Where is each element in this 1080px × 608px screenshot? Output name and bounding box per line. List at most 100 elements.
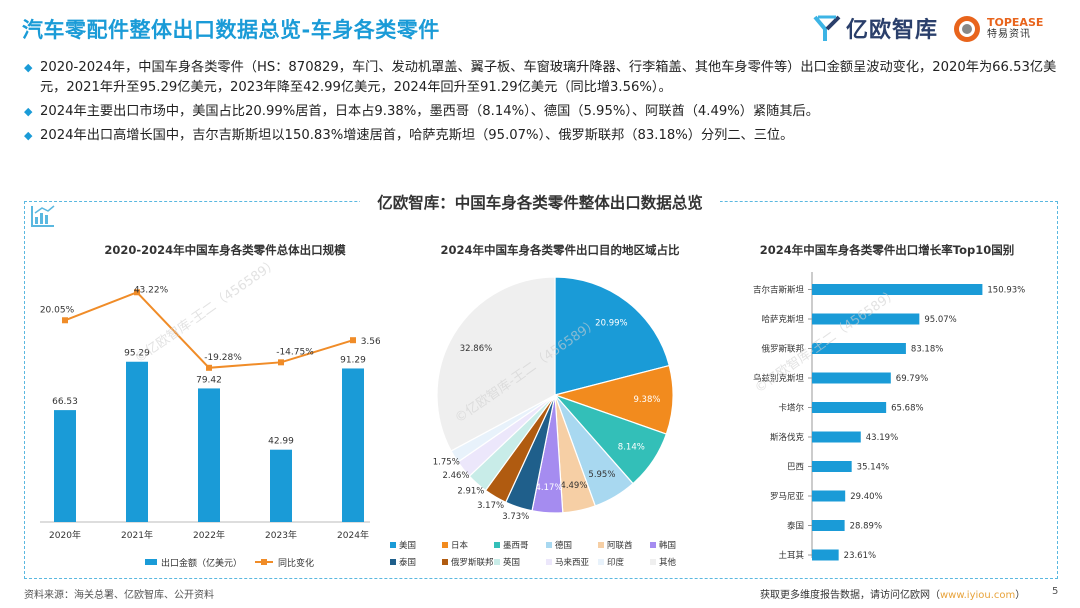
bar-growth-1 <box>812 284 983 295</box>
bar-export-5 <box>342 368 364 522</box>
bar-value-label: 95.07% <box>924 315 956 325</box>
y-tick-label: 土耳其 <box>778 550 804 561</box>
bullet-diamond-icon: ◆ <box>24 129 33 142</box>
bar-value-label: 79.42 <box>196 375 222 385</box>
bar-export-1 <box>54 410 76 522</box>
bar-growth-10 <box>812 549 839 561</box>
line-point <box>278 359 284 366</box>
bar-export-3 <box>198 388 220 522</box>
y-tick-label: 俄罗斯联邦 <box>761 344 804 355</box>
legend-swatch <box>650 542 656 548</box>
legend-swatch <box>494 542 500 548</box>
line-value-label: 3.56% <box>361 337 380 347</box>
x-tick-label: 2024年 <box>337 529 369 541</box>
line-value-label: 20.05% <box>40 305 75 315</box>
legend-swatch <box>598 559 604 565</box>
legend-swatch <box>650 559 656 565</box>
pie-value-label: 2.46% <box>442 471 469 481</box>
iyiou-link[interactable]: www.iyiou.com <box>940 590 1016 601</box>
legend-label: 德国 <box>555 540 572 551</box>
bar-value-label: 83.18% <box>911 345 943 355</box>
y-tick-label: 吉尔吉斯斯坦 <box>753 285 805 296</box>
x-tick-label: 2022年 <box>193 529 225 541</box>
summary-bullets: ◆ 2020-2024年，中国车身各类零件（HS：870829，车门、发动机罩盖、… <box>24 58 1064 150</box>
iyiou-logo: 亿欧智库 <box>812 12 938 44</box>
pie-value-label: 20.99% <box>595 318 627 328</box>
bar-growth-7 <box>812 461 852 472</box>
legend-label: 马来西亚 <box>555 558 590 568</box>
bullet-item: ◆ 2024年出口高增长国中，吉尔吉斯斯坦以150.83%增速居首，哈萨克斯坦（9… <box>24 126 1064 146</box>
legend-label: 韩国 <box>659 540 676 551</box>
bar-growth-2 <box>812 313 920 325</box>
iyiou-logo-icon <box>813 15 841 41</box>
x-tick-label: 2021年 <box>121 529 153 541</box>
legend-label: 墨西哥 <box>503 541 529 551</box>
panel-title: 亿欧智库：中国车身各类零件整体出口数据总览 <box>360 190 720 216</box>
chart3-title: 2024年中国车身各类零件出口增长率Top10国别 <box>759 243 1015 257</box>
growth-top10-chart: 吉尔吉斯斯坦 150.93% 哈萨克斯坦 95.07% 俄罗斯联邦 83.18% 乌兹别克斯… <box>753 272 1025 561</box>
topease-logo-en: TOPEASE <box>987 16 1044 29</box>
legend-swatch <box>546 542 552 548</box>
bar-export-2 <box>126 361 148 522</box>
bar-value-label: 23.61% <box>844 551 876 561</box>
destination-pie-chart: 20.99% 9.38% 8.14% 5.95%4.49%4.17% 3.73%3.17… <box>390 276 677 568</box>
line-value-label: 43.22% <box>134 285 169 295</box>
line-point <box>206 364 212 371</box>
bar-growth-4 <box>812 372 891 384</box>
chart2-title: 2024年中国车身各类零件出口目的地区域占比 <box>440 243 680 257</box>
bar-value-label: 43.19% <box>866 433 898 443</box>
line-point <box>350 337 356 344</box>
line-point <box>62 317 68 324</box>
pie-value-label: 4.49% <box>560 481 587 491</box>
bullet-diamond-icon: ◆ <box>24 61 33 74</box>
legend-swatch <box>494 559 500 565</box>
pie-value-label: 2.91% <box>457 487 484 497</box>
line-value-label: -19.28% <box>204 353 242 363</box>
pie-slice-1 <box>554 276 671 396</box>
bar-growth-5 <box>812 402 887 413</box>
bar-value-label: 95.29 <box>124 349 150 359</box>
y-tick-label: 卡塔尔 <box>778 403 804 414</box>
bar-value-label: 65.68% <box>891 404 923 414</box>
bar-value-label: 91.29 <box>340 355 366 365</box>
legend-swatch <box>546 559 552 565</box>
legend-label: 英国 <box>503 557 520 568</box>
legend-swatch <box>390 559 396 565</box>
y-tick-label: 乌兹别克斯坦 <box>753 373 805 384</box>
bar-value-label: 42.99 <box>268 437 294 447</box>
bar-value-label: 35.14% <box>857 463 889 473</box>
y-tick-label: 斯洛伐克 <box>770 432 805 443</box>
legend-label-line: 同比变化 <box>278 557 314 569</box>
legend-label: 俄罗斯联邦 <box>451 557 494 568</box>
legend-label: 泰国 <box>399 557 416 568</box>
topease-logo-cn: 特易资讯 <box>987 29 1031 40</box>
pie-value-label: 1.75% <box>433 457 460 467</box>
legend-swatch-bar <box>145 559 157 565</box>
line-value-label: -14.75% <box>276 347 314 357</box>
bar-value-label: 66.53 <box>52 397 78 407</box>
page-number: 5 <box>1052 586 1059 597</box>
legend-swatch-line-marker <box>261 559 267 565</box>
legend-label-bar: 出口金额（亿美元） <box>161 557 242 569</box>
pie-value-label: 3.73% <box>502 512 529 522</box>
pie-value-label: 3.17% <box>477 501 504 511</box>
topease-logo: TOPEASE 特易资讯 <box>952 14 1043 44</box>
bullet-item: ◆ 2020-2024年，中国车身各类零件（HS：870829，车门、发动机罩盖、… <box>24 58 1064 98</box>
bullet-item: ◆ 2024年主要出口市场中，美国占比20.99%居首，日本占9.38%，墨西哥（… <box>24 102 1064 122</box>
legend-swatch <box>442 542 448 548</box>
bullet-diamond-icon: ◆ <box>24 105 33 118</box>
source-note: 资料来源：海关总署、亿欧智库、公开资料 <box>24 590 214 601</box>
legend-label: 美国 <box>399 540 416 551</box>
pie-value-label: 5.95% <box>588 470 615 480</box>
pie-value-label: 32.86% <box>460 344 492 354</box>
legend-swatch <box>390 542 396 548</box>
legend-label: 阿联酋 <box>607 540 633 551</box>
legend-label: 日本 <box>451 540 469 551</box>
legend-label: 印度 <box>607 557 625 568</box>
pie-value-label: 8.14% <box>618 442 645 452</box>
bar-growth-3 <box>812 343 906 354</box>
bar-value-label: 29.40% <box>850 492 882 502</box>
y-tick-label: 罗马尼亚 <box>770 492 805 502</box>
line-point <box>134 289 140 296</box>
bar-value-label: 150.93% <box>987 286 1025 296</box>
